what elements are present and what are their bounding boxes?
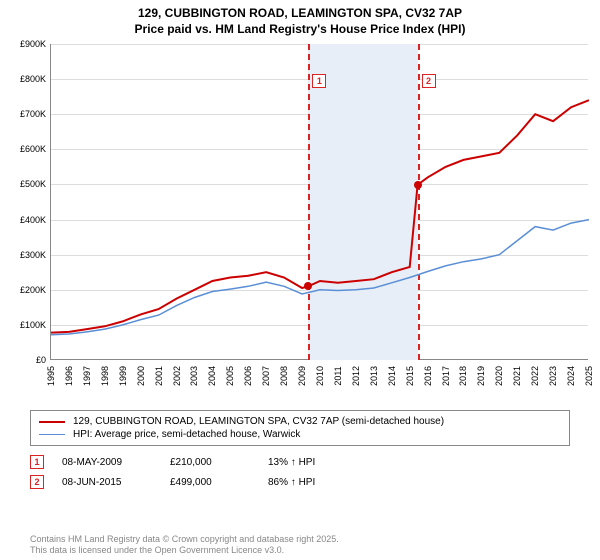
sale-date: 08-MAY-2009 [62, 457, 152, 468]
x-axis-tick: 2001 [154, 366, 164, 386]
x-axis-tick: 2023 [548, 366, 558, 386]
x-axis-tick: 2013 [369, 366, 379, 386]
sale-marker-icon: 1 [30, 455, 44, 469]
legend-row: 129, CUBBINGTON ROAD, LEAMINGTON SPA, CV… [39, 415, 561, 428]
x-axis-tick: 2016 [423, 366, 433, 386]
legend-box: 129, CUBBINGTON ROAD, LEAMINGTON SPA, CV… [30, 410, 570, 446]
x-axis-tick: 2022 [530, 366, 540, 386]
footer-line-2: This data is licensed under the Open Gov… [30, 545, 339, 556]
y-axis-tick: £400K [12, 215, 50, 225]
sale-point [304, 282, 312, 290]
x-axis-tick: 2008 [279, 366, 289, 386]
line-chart-svg [51, 44, 589, 360]
legend-swatch [39, 434, 65, 435]
title-line-1: 129, CUBBINGTON ROAD, LEAMINGTON SPA, CV… [0, 6, 600, 22]
legend-area: 129, CUBBINGTON ROAD, LEAMINGTON SPA, CV… [30, 410, 570, 492]
x-axis-tick: 2009 [297, 366, 307, 386]
x-axis-tick: 2003 [189, 366, 199, 386]
x-axis-tick: 1997 [82, 366, 92, 386]
x-axis-tick: 2019 [476, 366, 486, 386]
sale-row: 2 08-JUN-2015 £499,000 86% ↑ HPI [30, 472, 570, 492]
y-axis-tick: £200K [12, 285, 50, 295]
x-axis-tick: 2000 [136, 366, 146, 386]
sale-marker-box: 1 [312, 74, 326, 88]
plot-region: 12 1995199619971998199920002001200220032… [50, 44, 588, 360]
y-axis-tick: £900K [12, 39, 50, 49]
sale-delta: 13% ↑ HPI [268, 457, 315, 468]
x-axis-tick: 2007 [261, 366, 271, 386]
sale-point [414, 181, 422, 189]
legend-label: HPI: Average price, semi-detached house,… [73, 429, 300, 440]
y-axis-tick: £100K [12, 320, 50, 330]
x-axis-tick: 2006 [243, 366, 253, 386]
x-axis-tick: 1998 [100, 366, 110, 386]
x-axis-tick: 2024 [566, 366, 576, 386]
x-axis-tick: 2020 [494, 366, 504, 386]
x-axis-tick: 2014 [387, 366, 397, 386]
sale-delta: 86% ↑ HPI [268, 477, 315, 488]
x-axis-tick: 1999 [118, 366, 128, 386]
legend-label: 129, CUBBINGTON ROAD, LEAMINGTON SPA, CV… [73, 416, 444, 427]
x-axis-tick: 2004 [207, 366, 217, 386]
legend-swatch [39, 421, 65, 423]
y-axis-tick: £600K [12, 144, 50, 154]
footer-attribution: Contains HM Land Registry data © Crown c… [30, 534, 339, 556]
y-axis-tick: £800K [12, 74, 50, 84]
x-axis-tick: 2017 [441, 366, 451, 386]
x-axis-tick: 2011 [333, 366, 343, 385]
legend-row: HPI: Average price, semi-detached house,… [39, 428, 561, 441]
sale-date: 08-JUN-2015 [62, 477, 152, 488]
x-axis-tick: 2012 [351, 366, 361, 386]
x-axis-tick: 2005 [225, 366, 235, 386]
x-axis-tick: 2015 [405, 366, 415, 386]
y-axis-tick: £300K [12, 250, 50, 260]
x-axis-tick: 2002 [172, 366, 182, 386]
chart-area: £0 £100K £200K £300K £400K £500K £600K £700K £80… [12, 44, 588, 380]
sale-row: 1 08-MAY-2009 £210,000 13% ↑ HPI [30, 452, 570, 472]
series-price_paid [51, 100, 589, 332]
sale-marker-icon: 2 [30, 475, 44, 489]
x-axis-tick: 2010 [315, 366, 325, 386]
x-axis-tick: 2025 [584, 366, 594, 386]
title-block: 129, CUBBINGTON ROAD, LEAMINGTON SPA, CV… [0, 0, 600, 39]
sale-price: £499,000 [170, 477, 250, 488]
y-axis-tick: £700K [12, 109, 50, 119]
x-axis-tick: 2021 [512, 366, 522, 386]
footer-line-1: Contains HM Land Registry data © Crown c… [30, 534, 339, 545]
sales-table: 1 08-MAY-2009 £210,000 13% ↑ HPI 2 08-JUN-201… [30, 452, 570, 492]
sale-price: £210,000 [170, 457, 250, 468]
x-axis-tick: 1996 [64, 366, 74, 386]
sale-marker-box: 2 [422, 74, 436, 88]
y-axis-tick: £0 [12, 355, 50, 365]
x-axis-tick: 1995 [46, 366, 56, 386]
title-line-2: Price paid vs. HM Land Registry's House … [0, 22, 600, 38]
y-axis-tick: £500K [12, 179, 50, 189]
x-axis-tick: 2018 [458, 366, 468, 386]
